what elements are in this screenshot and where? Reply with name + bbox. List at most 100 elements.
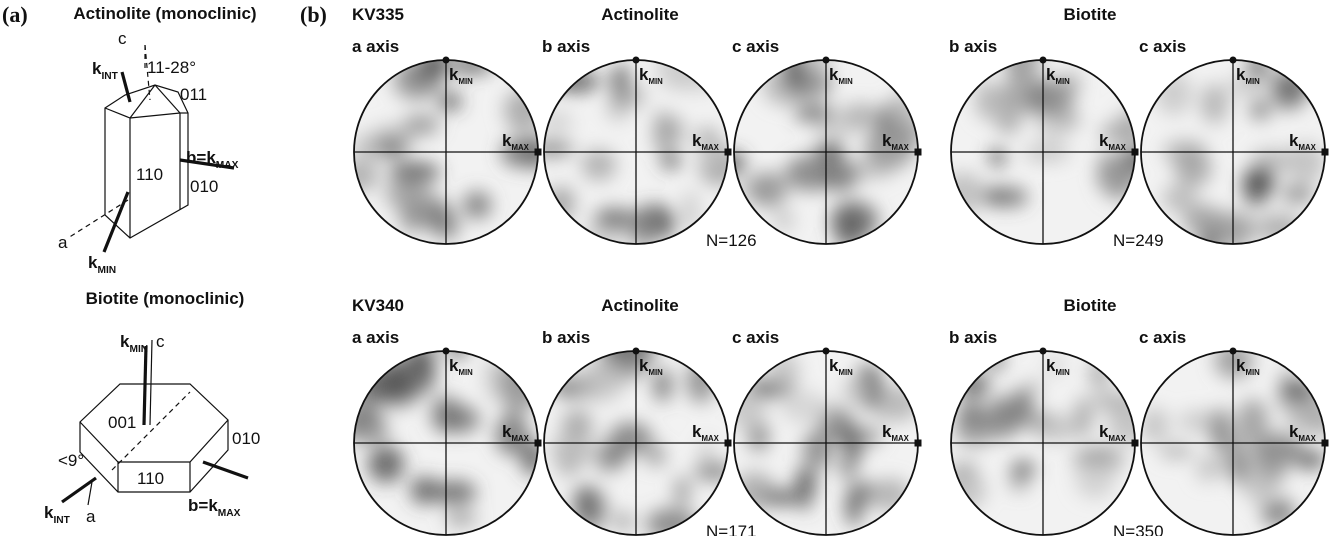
density-blob <box>869 478 911 511</box>
density-blob <box>844 432 862 465</box>
sample-count: N=350 <box>1113 522 1164 536</box>
k-subscript: MIN <box>458 77 473 86</box>
density-blob <box>1293 450 1325 470</box>
density-blob <box>593 207 636 232</box>
angle-label: 11-28° <box>147 58 196 77</box>
k-subscript: MIN <box>648 368 663 377</box>
k-label: kMAX <box>1289 422 1317 443</box>
density-blob <box>1195 455 1220 482</box>
axis-title: b axis <box>949 328 997 347</box>
density-blob <box>421 60 448 79</box>
density-blob <box>773 207 795 233</box>
density-blob <box>1252 434 1294 475</box>
k-label: kMAX <box>1099 422 1127 443</box>
kmax-marker <box>1321 148 1329 156</box>
kmax-marker <box>534 148 542 156</box>
k-symbol: k <box>692 422 702 441</box>
kmax-marker <box>914 148 922 156</box>
k-label: kMIN <box>639 356 663 377</box>
mineral-label: Biotite <box>1064 5 1117 24</box>
density-blob <box>957 372 990 399</box>
density-shading <box>354 60 538 240</box>
k-subscript: MIN <box>1245 368 1260 377</box>
density-blob <box>433 480 477 505</box>
density-blob <box>402 114 440 135</box>
density-blob <box>1162 185 1197 212</box>
axis-title: c axis <box>732 328 779 347</box>
k-symbol: k <box>1099 422 1109 441</box>
density-blob <box>354 131 381 168</box>
density-blob <box>1089 359 1110 390</box>
k-subscript: MIN <box>458 368 473 377</box>
k-subscript: MIN <box>1245 77 1260 86</box>
density-blob <box>445 509 478 527</box>
axis-title: b axis <box>949 37 997 56</box>
k-subscript: MAX <box>701 434 719 443</box>
density-blob <box>500 137 538 168</box>
density-blob <box>502 88 538 130</box>
density-blob <box>633 211 653 244</box>
density-blob <box>694 126 721 149</box>
kmax-marker <box>534 439 542 447</box>
k-label: kMIN <box>1236 65 1260 86</box>
density-blob <box>1245 60 1271 79</box>
k-subscript: MIN <box>1055 368 1070 377</box>
kmax-marker <box>1131 148 1139 156</box>
density-blob <box>1026 378 1043 396</box>
k-prefix: b= <box>186 148 206 167</box>
k-symbol: k <box>692 131 702 150</box>
k-label: kMIN <box>829 65 853 86</box>
density-blob <box>386 352 437 397</box>
axis-title: b axis <box>542 37 590 56</box>
kmin-marker <box>442 347 450 355</box>
sample-count: N=249 <box>1113 231 1164 250</box>
density-blob <box>520 441 538 477</box>
kmin-marker <box>822 347 830 355</box>
axis-title: c axis <box>1139 328 1186 347</box>
k-symbol: k <box>829 356 839 375</box>
k-subscript: MAX <box>511 434 529 443</box>
k-symbol: k <box>1046 356 1056 375</box>
panel-label: (b) <box>300 2 327 27</box>
crystal-title: Biotite (monoclinic) <box>86 289 245 308</box>
density-blob <box>1183 204 1223 237</box>
k-symbol: k <box>208 496 218 515</box>
face-label: 011 <box>180 85 207 104</box>
k-subscript: INT <box>101 71 118 82</box>
axis-label: a <box>58 233 68 252</box>
density-shading <box>550 351 728 535</box>
k-symbol: k <box>829 65 839 84</box>
k-label: kMAX <box>502 131 530 152</box>
density-blob <box>1200 83 1229 124</box>
angle-label: <9° <box>58 451 84 470</box>
axis-label: c <box>118 29 127 48</box>
kmin-marker <box>632 347 640 355</box>
density-blob <box>795 466 817 497</box>
k-label: kMIN <box>88 253 116 276</box>
density-blob <box>988 148 1007 167</box>
k-label: kMIN <box>1046 356 1070 377</box>
k-label: kINT <box>92 59 119 82</box>
face-label: 010 <box>190 177 218 196</box>
density-blob <box>769 352 800 391</box>
axis-title: a axis <box>352 37 399 56</box>
kmin-marker <box>1039 56 1047 64</box>
actinolite-crystal <box>67 44 235 253</box>
k-symbol: k <box>1289 131 1299 150</box>
k-symbol: k <box>449 356 459 375</box>
density-blob <box>686 359 716 404</box>
k-subscript: MAX <box>891 434 909 443</box>
density-shading <box>544 60 728 244</box>
sample-label: KV335 <box>352 5 404 24</box>
density-blob <box>653 368 672 403</box>
axis-title: c axis <box>1139 37 1186 56</box>
crystal-title: Actinolite (monoclinic) <box>73 4 256 23</box>
kmax-marker <box>1321 439 1329 447</box>
k-label: kMIN <box>639 65 663 86</box>
density-blob <box>1174 149 1212 188</box>
k-subscript: MAX <box>1298 434 1316 443</box>
k-label: b=kMAX <box>188 496 241 519</box>
density-blob <box>1281 184 1314 204</box>
k-subscript: MAX <box>218 508 241 519</box>
density-blob <box>864 125 915 169</box>
